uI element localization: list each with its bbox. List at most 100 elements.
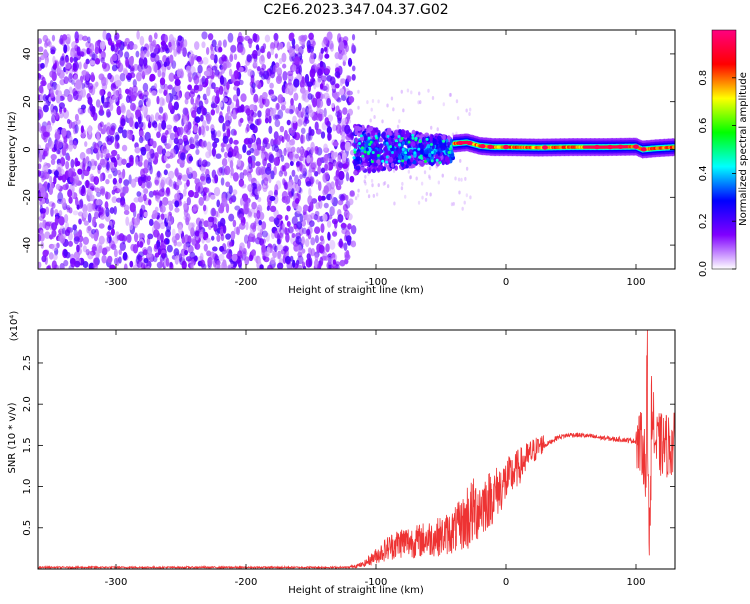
snr-panel: -300 -200 -100 0 100 0.51.01.52.02.5 Height …: [7, 311, 676, 596]
spectrogram-cell: [337, 117, 342, 124]
spectrogram-cell: [342, 152, 347, 161]
spectrogram-cell: [238, 264, 242, 269]
spectrogram-cell: [363, 179, 366, 184]
spectrogram-cell: [179, 142, 184, 152]
spectrogram-cell: [99, 213, 106, 220]
spectrogram-cell: [115, 42, 122, 48]
spectrogram-cell: [59, 262, 65, 269]
spectrogram-cell: [165, 176, 172, 186]
spectrogram-cell: [185, 65, 192, 74]
spectrogram-cell: [408, 155, 412, 159]
spectrogram-cell: [142, 187, 148, 195]
spectrogram-cell: [193, 74, 200, 85]
spectrogram-cell: [331, 102, 335, 108]
spectrogram-cell: [442, 139, 446, 143]
spectrogram-cell: [222, 97, 228, 103]
spectrogram-cell: [379, 143, 384, 148]
spectrogram-cell: [353, 170, 358, 175]
spectrogram-cell: [51, 114, 56, 124]
spectrogram-cell: [232, 189, 238, 196]
spectrogram-cell: [176, 45, 181, 55]
spectrogram-x-label: Height of straight line (km): [288, 285, 424, 296]
spectrogram-cell: [270, 42, 275, 48]
spectrogram-cell: [166, 124, 173, 130]
spectrogram-cell: [414, 136, 418, 140]
spectrogram-cell: [214, 69, 220, 76]
x-tick-label: -200: [235, 277, 258, 288]
spectrogram-cell: [314, 146, 319, 155]
spectrogram-cell: [50, 158, 56, 165]
spectrogram-cell: [160, 213, 165, 221]
spectrogram-cell: [61, 227, 66, 235]
spectrogram-cell: [75, 196, 79, 206]
spectrogram-cell: [142, 49, 148, 58]
spectrogram-cell: [125, 234, 132, 243]
spectrogram-cell: [299, 174, 303, 180]
spectrogram-cell: [111, 94, 119, 103]
spectrogram-cell: [190, 55, 195, 65]
spectrogram-cell: [436, 127, 439, 132]
spectrogram-cell: [255, 161, 261, 167]
spectrogram-cell: [119, 200, 126, 208]
spectrogram-cell: [298, 65, 302, 75]
spectrogram-cell: [38, 163, 42, 170]
spectrogram-cell: [176, 241, 182, 247]
spectrogram-cell: [286, 119, 291, 126]
spectrogram-cell: [98, 245, 103, 254]
spectrogram-cell: [296, 264, 303, 269]
spectrogram-cell: [367, 150, 371, 154]
spectrogram-cell: [286, 205, 291, 212]
spectrogram-cell: [224, 165, 231, 176]
spectrogram-cell: [83, 220, 89, 226]
snr-y-ticks: 0.51.01.52.02.5: [22, 355, 675, 536]
spectrogram-cell: [142, 193, 147, 202]
spectrogram-cell: [156, 131, 161, 139]
snr-y-label: SNR (10 * v/v): [7, 402, 18, 473]
spectrogram-cell: [302, 204, 309, 212]
spectrogram-cell: [189, 136, 194, 146]
spectrogram-cell: [384, 145, 388, 152]
spectrogram-cell: [398, 143, 402, 147]
spectrogram-cell: [229, 54, 234, 63]
spectrogram-cell: [273, 217, 280, 226]
spectrogram-cell: [232, 219, 237, 228]
spectrogram-cell: [269, 195, 276, 202]
spectrogram-cell: [139, 146, 146, 152]
spectrogram-cell: [429, 143, 433, 147]
spectrogram-cell: [89, 103, 94, 112]
spectrogram-cell: [264, 34, 271, 43]
spectrogram-cell: [320, 93, 325, 99]
spectrogram-cell: [196, 97, 200, 104]
spectrogram-cell: [45, 198, 50, 205]
spectrogram-cell: [252, 49, 258, 59]
spectrogram-cell: [62, 184, 69, 191]
spectrogram-cell: [98, 162, 103, 170]
spectrogram-cell: [222, 39, 227, 48]
spectrogram-cell: [298, 45, 304, 56]
spectrogram-cell: [317, 165, 322, 175]
spectrogram-cell: [262, 43, 267, 50]
spectrogram-cell: [222, 122, 226, 132]
spectrogram-cell: [377, 99, 380, 104]
spectrogram-cell: [401, 181, 404, 186]
spectrogram-cell: [332, 259, 337, 265]
spectrogram-cell: [77, 107, 82, 114]
spectrogram-cell: [308, 32, 314, 40]
spectrogram-cell: [293, 78, 300, 88]
spectrogram-cell: [68, 207, 73, 214]
spectrogram-cell: [268, 125, 273, 134]
spectrogram-cell: [327, 257, 333, 266]
spectrogram-cell: [39, 205, 44, 215]
spectrogram-cell: [95, 199, 103, 206]
spectrogram-cell: [291, 216, 298, 226]
spectrogram-cell: [265, 108, 271, 117]
spectrogram-cell: [256, 143, 262, 151]
spectrogram-cell: [297, 102, 302, 111]
spectrogram-cell: [323, 107, 327, 118]
spectrogram-cell: [332, 231, 338, 237]
spectrogram-cell: [421, 195, 424, 200]
spectrogram-cell: [158, 106, 164, 114]
spectrogram-cell: [233, 139, 239, 145]
